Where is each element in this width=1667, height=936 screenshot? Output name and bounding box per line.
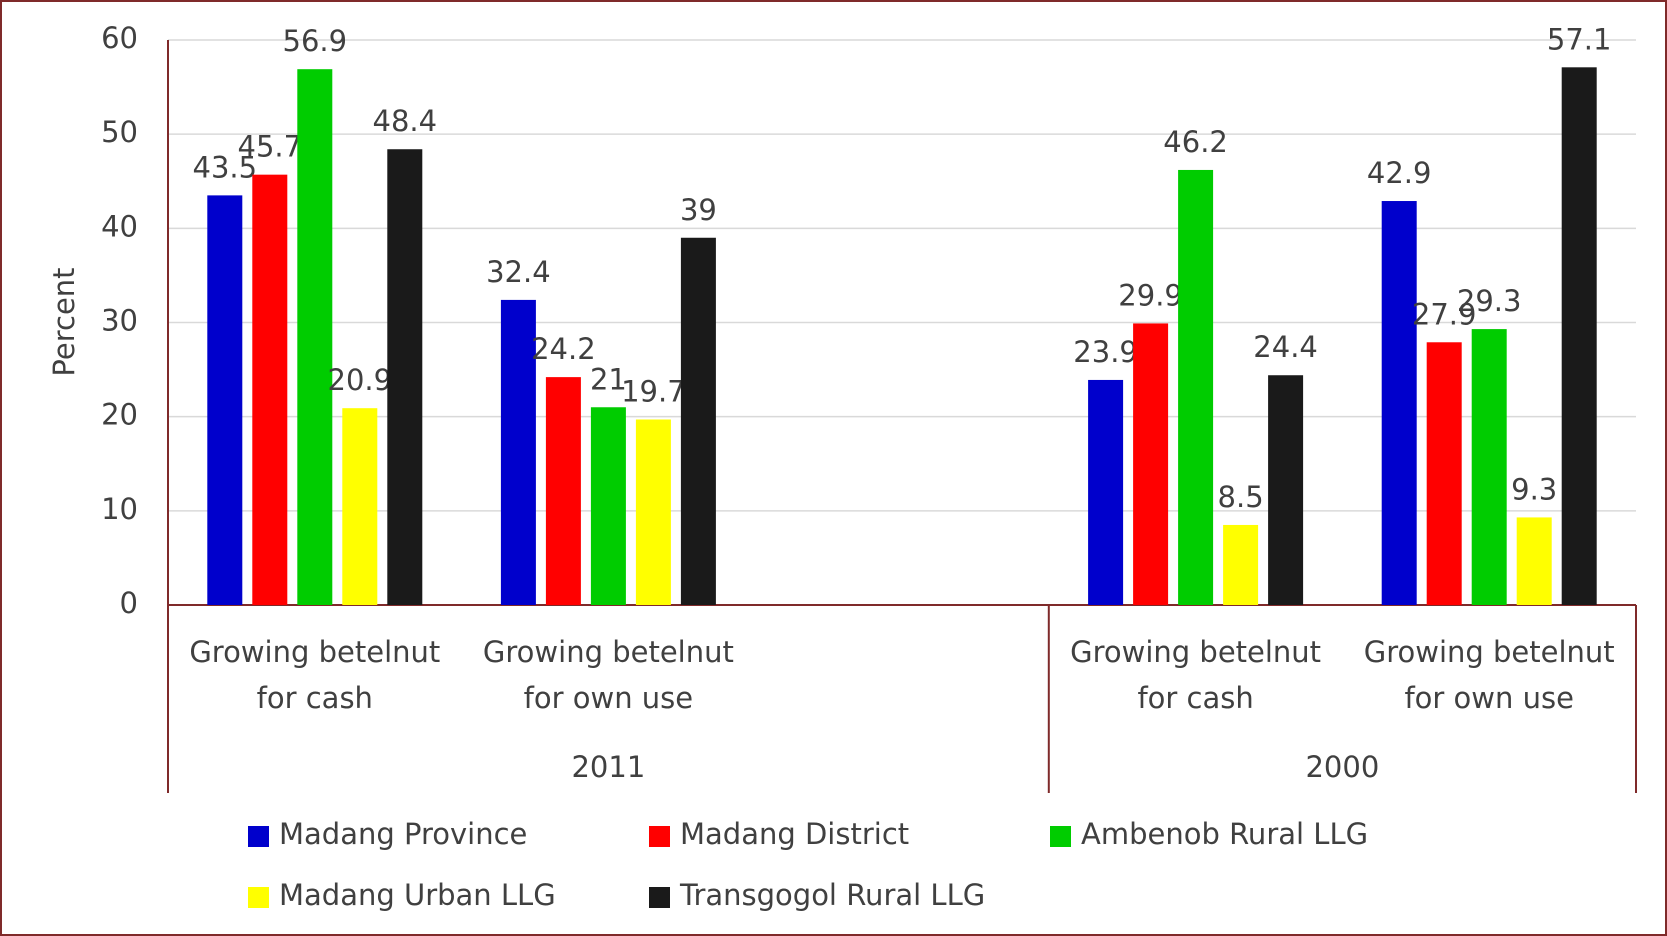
group-label: 2000 <box>1305 750 1379 784</box>
data-label: 48.4 <box>373 104 438 138</box>
bar <box>1561 67 1597 605</box>
group-label: 2011 <box>571 750 645 784</box>
data-label: 46.2 <box>1163 125 1228 159</box>
bar <box>590 407 626 605</box>
data-label: 24.2 <box>531 332 596 366</box>
data-label: 29.9 <box>1118 278 1183 312</box>
y-tick-label: 30 <box>101 304 138 338</box>
data-label: 8.5 <box>1218 480 1264 514</box>
data-label: 45.7 <box>238 130 303 164</box>
bar <box>500 299 536 605</box>
bar <box>1381 201 1417 605</box>
bar <box>680 237 716 605</box>
bar <box>387 149 423 605</box>
bar <box>297 69 333 606</box>
legend-label: Madang Urban LLG <box>279 878 556 912</box>
y-tick-label: 60 <box>101 21 138 55</box>
y-tick-label: 0 <box>120 586 138 620</box>
bar <box>1426 342 1462 605</box>
bar <box>1268 375 1304 605</box>
data-label: 27.9 <box>1412 297 1477 331</box>
bar <box>207 195 243 605</box>
data-label: 43.5 <box>193 150 258 184</box>
data-label: 42.9 <box>1367 156 1432 190</box>
legend-swatch <box>248 887 269 908</box>
bar <box>635 419 671 605</box>
legend-swatch <box>649 887 670 908</box>
data-label: 56.9 <box>283 24 348 58</box>
legend-label: Madang Province <box>279 817 527 851</box>
bar <box>1471 329 1507 605</box>
data-label: 19.7 <box>621 374 686 408</box>
legend-swatch <box>1050 826 1071 847</box>
data-label: 21 <box>590 362 627 396</box>
legend-label: Ambenob Rural LLG <box>1081 817 1368 851</box>
x-tick-label: Growing betelnut for cash <box>1070 635 1322 715</box>
data-label: 29.3 <box>1457 284 1522 318</box>
y-axis-label: Percent <box>47 267 81 376</box>
bar <box>1088 379 1124 605</box>
bar <box>1178 169 1214 605</box>
legend-label: Madang District <box>680 817 909 851</box>
data-label: 39 <box>680 193 717 227</box>
data-label: 20.9 <box>328 363 393 397</box>
bar <box>1223 524 1259 605</box>
x-tick-label: Growing betelnut for own use <box>482 635 734 715</box>
bar <box>342 408 378 605</box>
bar <box>545 377 581 605</box>
y-tick-label: 20 <box>101 398 138 432</box>
x-tick-label: Growing betelnut for cash <box>189 635 441 715</box>
legend-swatch <box>649 826 670 847</box>
bar <box>252 174 288 606</box>
data-label: 32.4 <box>486 255 551 289</box>
data-label: 9.3 <box>1511 472 1557 506</box>
bar <box>1133 323 1169 605</box>
bar <box>1516 517 1552 605</box>
x-tick-label: Growing betelnut for own use <box>1363 635 1615 715</box>
data-label: 57.1 <box>1547 22 1612 56</box>
data-label: 23.9 <box>1073 335 1138 369</box>
legend-label: Transgogol Rural LLG <box>679 878 985 912</box>
y-tick-label: 50 <box>101 115 138 149</box>
y-tick-label: 40 <box>101 209 138 243</box>
y-tick-label: 10 <box>101 492 138 526</box>
data-label: 24.4 <box>1253 330 1318 364</box>
legend-swatch <box>248 826 269 847</box>
